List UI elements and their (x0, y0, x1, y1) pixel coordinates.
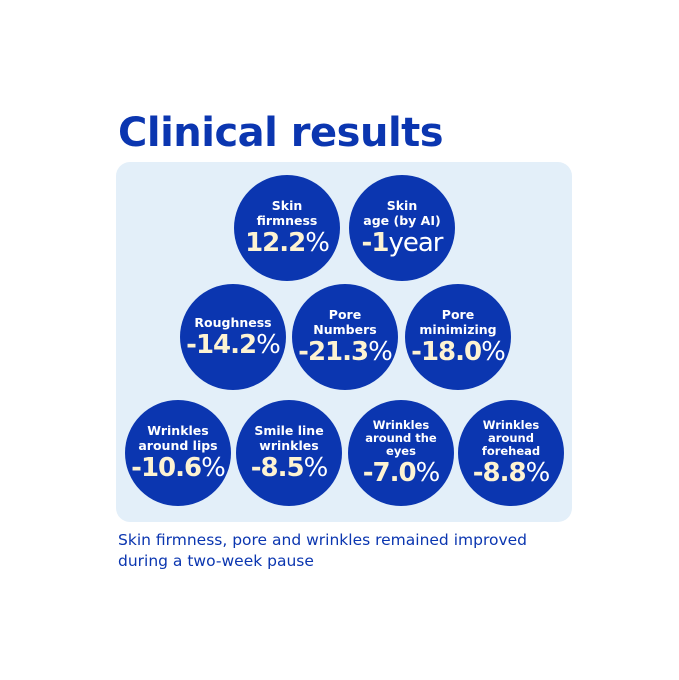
result-circle: Pore minimizing -18.0% (405, 284, 511, 390)
result-circle: Skin firmness 12.2% (234, 175, 340, 281)
result-value: -8.8% (472, 457, 551, 488)
result-value: -10.6% (131, 453, 226, 483)
result-number: -14.2 (186, 329, 257, 360)
result-number: -1 (361, 228, 390, 258)
result-number: -8.8 (472, 457, 527, 488)
page-title: Clinical results (118, 110, 444, 156)
result-number: 12.2 (245, 228, 306, 258)
result-value: -14.2% (186, 329, 281, 360)
result-label: Pore Numbers (313, 307, 377, 337)
result-unit: % (303, 453, 329, 483)
result-label: Pore minimizing (419, 307, 497, 337)
result-circle: Roughness -14.2% (180, 284, 286, 390)
result-number: -8.5 (250, 453, 305, 483)
result-label: Skin firmness (256, 198, 318, 228)
result-label: Roughness (194, 314, 272, 330)
result-value: -8.5% (250, 453, 329, 483)
result-value: -21.3% (298, 337, 393, 367)
result-unit: % (481, 337, 506, 367)
result-label: Smile line wrinkles (254, 423, 324, 453)
result-number: -7.0 (362, 457, 417, 488)
result-number: -21.3 (298, 337, 369, 367)
result-circle: Wrinkles around forehead -8.8% (458, 400, 564, 506)
result-circle: Wrinkles around lips -10.6% (125, 400, 231, 506)
result-unit: % (368, 337, 393, 367)
result-number: -18.0 (411, 337, 482, 367)
result-label: Wrinkles around the eyes (365, 417, 437, 458)
result-value: -1year (361, 228, 444, 258)
result-number: -10.6 (131, 453, 202, 483)
result-circle: Wrinkles around the eyes -7.0% (348, 400, 454, 506)
result-label: Wrinkles around lips (138, 423, 218, 453)
result-label: Skin age (by AI) (363, 198, 441, 228)
result-unit: % (256, 329, 281, 360)
result-unit: % (525, 457, 551, 488)
result-unit: % (305, 228, 330, 258)
result-value: -7.0% (362, 457, 441, 488)
result-unit: year (388, 228, 443, 258)
result-circle: Pore Numbers -21.3% (292, 284, 398, 390)
result-value: 12.2% (245, 228, 330, 258)
result-label: Wrinkles around forehead (481, 417, 541, 458)
result-unit: % (201, 453, 226, 483)
result-unit: % (415, 457, 441, 488)
result-circle: Skin age (by AI) -1year (349, 175, 455, 281)
footnote: Skin firmness, pore and wrinkles remaine… (118, 531, 528, 570)
result-circle: Smile line wrinkles -8.5% (236, 400, 342, 506)
result-value: -18.0% (411, 337, 506, 367)
